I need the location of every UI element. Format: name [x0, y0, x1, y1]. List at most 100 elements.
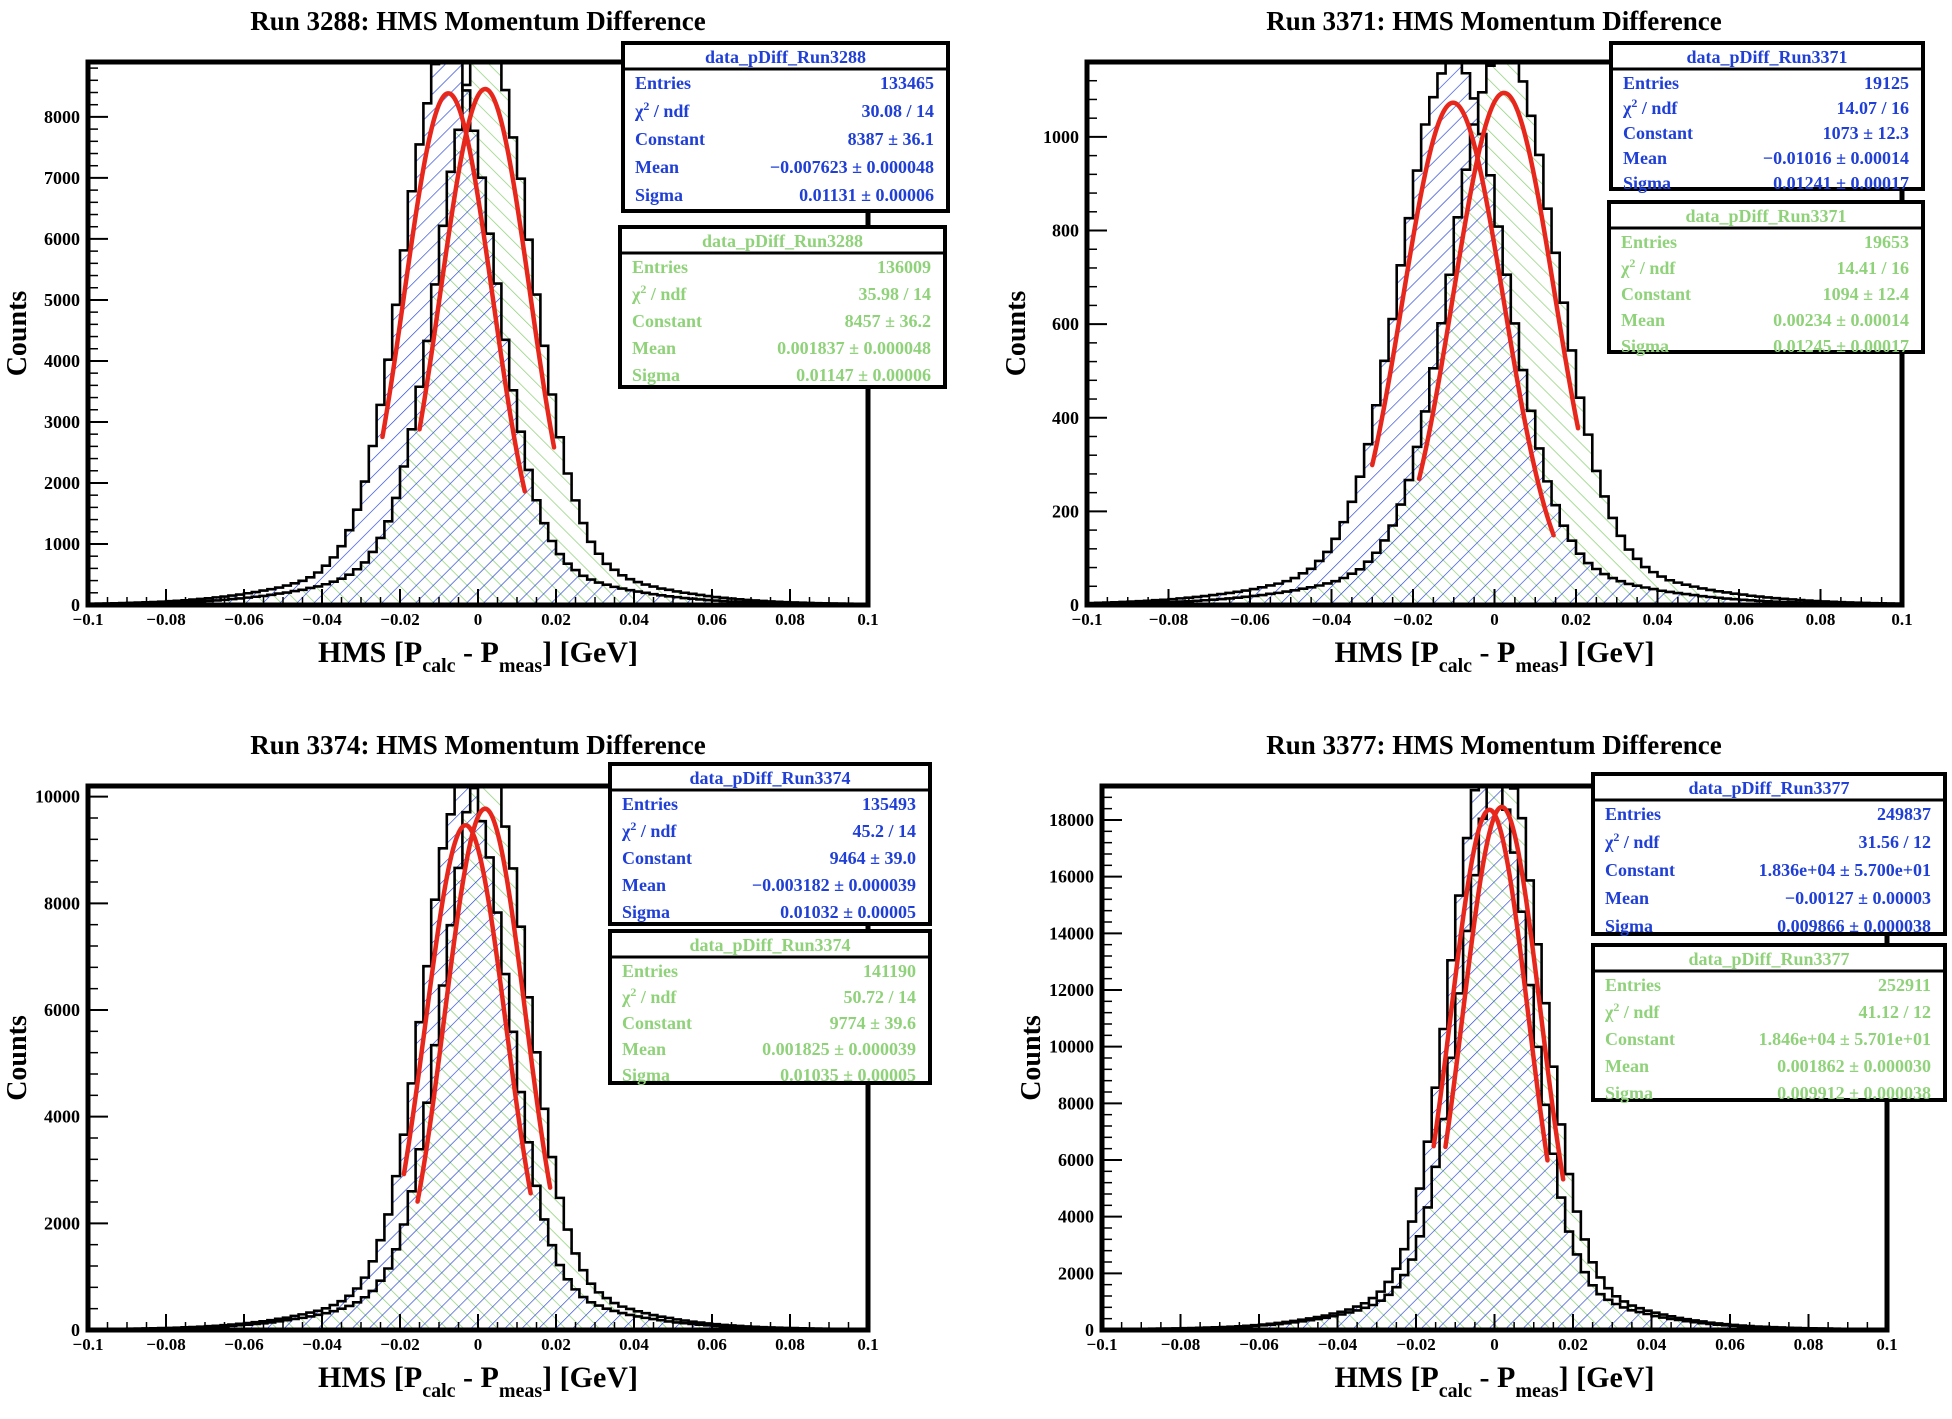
stats-box-title: data_pDiff_Run3288	[702, 231, 863, 251]
x-tick-label: 0.04	[1637, 1335, 1667, 1354]
x-tick-label: 0	[1490, 1335, 1499, 1354]
x-tick-label: −0.02	[1396, 1335, 1435, 1354]
y-tick-label: 1000	[44, 534, 80, 554]
stats-label: Mean	[1605, 1056, 1649, 1076]
stats-box-title: data_pDiff_Run3288	[705, 47, 866, 67]
y-tick-label: 0	[1070, 595, 1079, 615]
x-tick-label: −0.04	[1312, 610, 1352, 629]
stats-label: Entries	[1605, 804, 1661, 824]
y-tick-label: 0	[71, 1320, 80, 1340]
stats-label: Sigma	[622, 902, 670, 922]
stats-box-blue: data_pDiff_Run3374 Entries 135493 χ2 / ndf 4…	[608, 762, 932, 926]
y-tick-label: 0	[71, 595, 80, 615]
x-tick-label: −0.1	[73, 1335, 104, 1354]
stats-label: χ2 / ndf	[1604, 1000, 1660, 1022]
stats-value: 1.846e+04 ± 5.701e+01	[1759, 1029, 1931, 1049]
y-tick-label: 8000	[44, 107, 80, 127]
x-tick-label: −0.1	[73, 610, 104, 629]
stats-value: 0.009866 ± 0.000038	[1777, 916, 1931, 936]
stats-value: −0.00127 ± 0.00003	[1785, 888, 1931, 908]
x-tick-label: 0.02	[541, 610, 571, 629]
x-tick-label: 0.08	[1794, 1335, 1824, 1354]
stats-label: Constant	[622, 848, 692, 868]
stats-value: 0.00234 ± 0.00014	[1773, 310, 1909, 330]
stats-label: Mean	[622, 875, 666, 895]
stats-box-green: data_pDiff_Run3371 Entries 19653 χ2 / ndf 14…	[1607, 200, 1925, 356]
stats-label: Mean	[632, 338, 676, 358]
stats-value: 252911	[1878, 975, 1931, 995]
stats-label: Constant	[1623, 123, 1693, 143]
y-tick-label: 600	[1052, 314, 1079, 334]
stats-label: Sigma	[635, 185, 683, 205]
stats-label: χ2 / ndf	[634, 99, 690, 121]
stats-value: 249837	[1877, 804, 1931, 824]
x-tick-label: −0.04	[302, 610, 342, 629]
stats-label: Sigma	[1605, 916, 1653, 936]
stats-label: Constant	[632, 311, 702, 331]
stats-label: Entries	[1621, 232, 1677, 252]
y-tick-label: 2000	[1058, 1263, 1094, 1283]
y-tick-label: 8000	[1058, 1093, 1094, 1113]
stats-value: 1.836e+04 ± 5.700e+01	[1759, 860, 1931, 880]
stats-value: 14.41 / 16	[1836, 258, 1909, 278]
y-tick-label: 5000	[44, 290, 80, 310]
fit-curve-green	[415, 806, 553, 1204]
x-tick-label: 0.08	[1806, 610, 1836, 629]
y-tick-label: 1000	[1043, 127, 1079, 147]
stats-box-green: data_pDiff_Run3374 Entries 141190 χ2 / ndf 5…	[608, 929, 932, 1085]
stats-value: 141190	[863, 961, 916, 981]
stats-value: 19125	[1864, 73, 1909, 93]
stats-value: 135493	[862, 794, 916, 814]
x-tick-label: −0.08	[1149, 610, 1188, 629]
y-tick-label: 4000	[44, 1107, 80, 1127]
histogram-outline-blue	[1085, 60, 1904, 607]
y-tick-label: 0	[1085, 1320, 1094, 1340]
stats-value: 0.01147 ± 0.00006	[796, 365, 931, 385]
histogram-outline-blue	[86, 60, 870, 607]
x-tick-label: −0.04	[302, 1335, 342, 1354]
stats-box-title: data_pDiff_Run3374	[689, 935, 850, 955]
x-tick-label: −0.06	[1239, 1335, 1278, 1354]
y-tick-label: 7000	[44, 168, 80, 188]
stats-value: 50.72 / 14	[843, 987, 916, 1007]
x-tick-label: 0.1	[857, 1335, 878, 1354]
stats-label: Sigma	[1623, 173, 1671, 193]
panel-1: Run 3288: HMS Momentum Difference −0.1 −0.…	[2, 6, 950, 677]
fit-curve-green	[417, 86, 557, 450]
fit-curve-green	[1416, 90, 1581, 482]
y-tick-label: 4000	[44, 351, 80, 371]
y-axis-label: Counts	[2, 291, 33, 377]
stats-value: 1073 ± 12.3	[1823, 123, 1909, 143]
x-tick-label: 0.06	[1724, 610, 1754, 629]
x-tick-label: 0.06	[697, 610, 727, 629]
y-tick-label: 200	[1052, 501, 1079, 521]
stats-label: Constant	[1605, 860, 1675, 880]
x-tick-label: −0.1	[1087, 1335, 1118, 1354]
x-tick-label: −0.04	[1318, 1335, 1358, 1354]
stats-value: −0.007623 ± 0.000048	[770, 157, 934, 177]
stats-label: Entries	[1623, 73, 1679, 93]
x-tick-label: −0.1	[1072, 610, 1103, 629]
x-tick-label: −0.08	[146, 1335, 185, 1354]
x-tick-label: 0.08	[775, 610, 805, 629]
y-axis-label: Counts	[2, 1015, 33, 1101]
x-tick-label: 0.02	[1558, 1335, 1588, 1354]
stats-label: Entries	[1605, 975, 1661, 995]
stats-label: χ2 / ndf	[621, 985, 677, 1007]
stats-value: 133465	[880, 73, 934, 93]
x-tick-label: −0.08	[1161, 1335, 1200, 1354]
stats-value: 0.01245 ± 0.00017	[1773, 336, 1909, 356]
stats-label: Mean	[622, 1039, 666, 1059]
chart-title: Run 3371: HMS Momentum Difference	[1266, 6, 1721, 36]
y-axis-label: Counts	[1001, 291, 1032, 377]
stats-label: Constant	[635, 129, 705, 149]
stats-value: 0.01035 ± 0.00005	[780, 1065, 916, 1085]
x-tick-label: −0.06	[224, 610, 263, 629]
stats-value: 9774 ± 39.6	[830, 1013, 916, 1033]
y-tick-label: 12000	[1049, 980, 1094, 1000]
chart-title: Run 3374: HMS Momentum Difference	[250, 730, 705, 760]
stats-value: 0.01241 ± 0.00017	[1773, 173, 1909, 193]
stats-label: Entries	[622, 961, 678, 981]
